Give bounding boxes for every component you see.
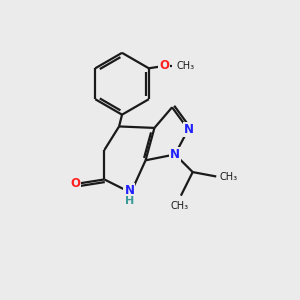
Text: N: N: [170, 148, 180, 161]
Text: N: N: [124, 184, 134, 197]
Text: CH₃: CH₃: [176, 61, 195, 71]
Text: N: N: [184, 123, 194, 136]
Text: O: O: [159, 59, 169, 72]
Text: O: O: [70, 177, 80, 190]
Text: CH₃: CH₃: [220, 172, 238, 182]
Text: H: H: [125, 196, 134, 206]
Text: CH₃: CH₃: [170, 201, 188, 211]
